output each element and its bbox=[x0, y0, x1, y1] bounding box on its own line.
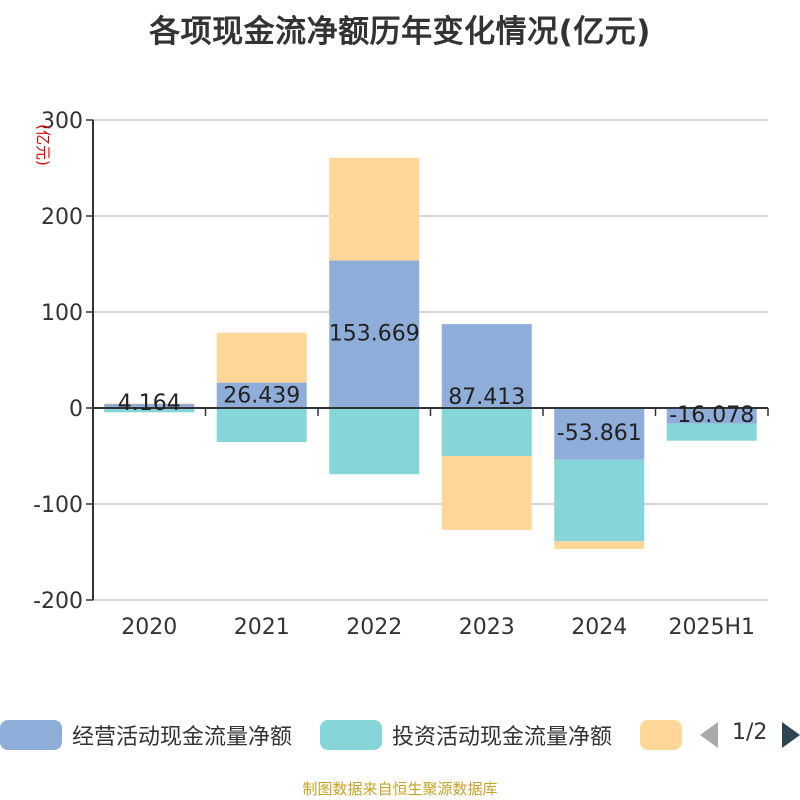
y-axis-label: (亿元) bbox=[34, 124, 52, 166]
x-tick-label: 2023 bbox=[459, 615, 515, 640]
legend-next-page-icon[interactable] bbox=[782, 722, 800, 748]
bar-0-2020[interactable] bbox=[104, 404, 195, 408]
legend: 经营活动现金流量净额 投资活动现金流量净额 1/2 bbox=[0, 718, 800, 752]
legend-swatch-operating bbox=[0, 720, 62, 750]
bar-2-2023[interactable] bbox=[441, 456, 532, 530]
data-label-2023: 87.413 bbox=[448, 385, 525, 410]
legend-prev-page-icon[interactable] bbox=[700, 722, 718, 748]
bar-2-2021[interactable] bbox=[216, 332, 307, 383]
bar-1-2022[interactable] bbox=[329, 408, 420, 475]
legend-label-investing: 投资活动现金流量净额 bbox=[392, 725, 613, 750]
legend-swatch-financing bbox=[640, 720, 682, 750]
legend-swatch-investing bbox=[320, 720, 382, 750]
y-tick-label: -100 bbox=[33, 493, 83, 518]
legend-item-investing[interactable]: 投资活动现金流量净额 bbox=[320, 718, 612, 752]
bar-2-2022[interactable] bbox=[329, 157, 420, 261]
data-label-2024: -53.861 bbox=[557, 421, 642, 446]
data-label-2022: 153.669 bbox=[329, 321, 420, 346]
y-tick-label: 200 bbox=[41, 205, 83, 230]
legend-label-operating: 经营活动现金流量净额 bbox=[72, 725, 293, 750]
y-tick-label: 100 bbox=[41, 301, 83, 326]
x-tick-label: 2024 bbox=[571, 615, 627, 640]
data-label-2025H1: -16.078 bbox=[669, 403, 754, 428]
data-labels: 4.164 26.439 153.669 87.413 -53.861 -16.078 bbox=[118, 321, 754, 446]
bar-1-2023[interactable] bbox=[441, 408, 532, 456]
bar-0-2022[interactable] bbox=[329, 260, 420, 408]
bar-0-2025H1[interactable] bbox=[666, 408, 757, 424]
chart-title: 各项现金流净额历年变化情况(亿元) bbox=[149, 14, 651, 50]
bar-1-2020[interactable] bbox=[104, 408, 195, 413]
bar-0-2023[interactable] bbox=[441, 324, 532, 408]
x-tick-label: 2022 bbox=[346, 615, 402, 640]
x-tick-label: 2021 bbox=[234, 615, 290, 640]
data-source-note: 制图数据来自恒生聚源数据库 bbox=[302, 780, 498, 798]
data-label-2020: 4.164 bbox=[118, 391, 181, 416]
x-tick-label: 2025H1 bbox=[668, 615, 755, 640]
bar-0-2024[interactable] bbox=[554, 408, 645, 460]
legend-item-operating[interactable]: 经营活动现金流量净额 bbox=[0, 718, 292, 752]
bar-1-2021[interactable] bbox=[216, 408, 307, 443]
legend-page-indicator: 1/2 bbox=[732, 720, 768, 745]
bar-2-2024[interactable] bbox=[554, 541, 645, 549]
grid-lines bbox=[93, 119, 768, 601]
bar-1-2025H1[interactable] bbox=[666, 423, 757, 441]
y-tick-label: 300 bbox=[41, 109, 83, 134]
y-tick-label: -200 bbox=[33, 589, 83, 614]
y-tick-label: 0 bbox=[69, 397, 83, 422]
data-label-2021: 26.439 bbox=[223, 384, 300, 409]
x-tick-label: 2020 bbox=[121, 615, 177, 640]
bar-1-2024[interactable] bbox=[554, 459, 645, 542]
axes: 300 200 100 0 -100 -200 (亿元) 2020 2021 2022 2023 20… bbox=[33, 109, 769, 640]
bars bbox=[104, 157, 757, 549]
bar-0-2021[interactable] bbox=[216, 382, 307, 408]
legend-item-financing[interactable] bbox=[640, 718, 682, 752]
bar-2-2020[interactable] bbox=[104, 403, 195, 405]
